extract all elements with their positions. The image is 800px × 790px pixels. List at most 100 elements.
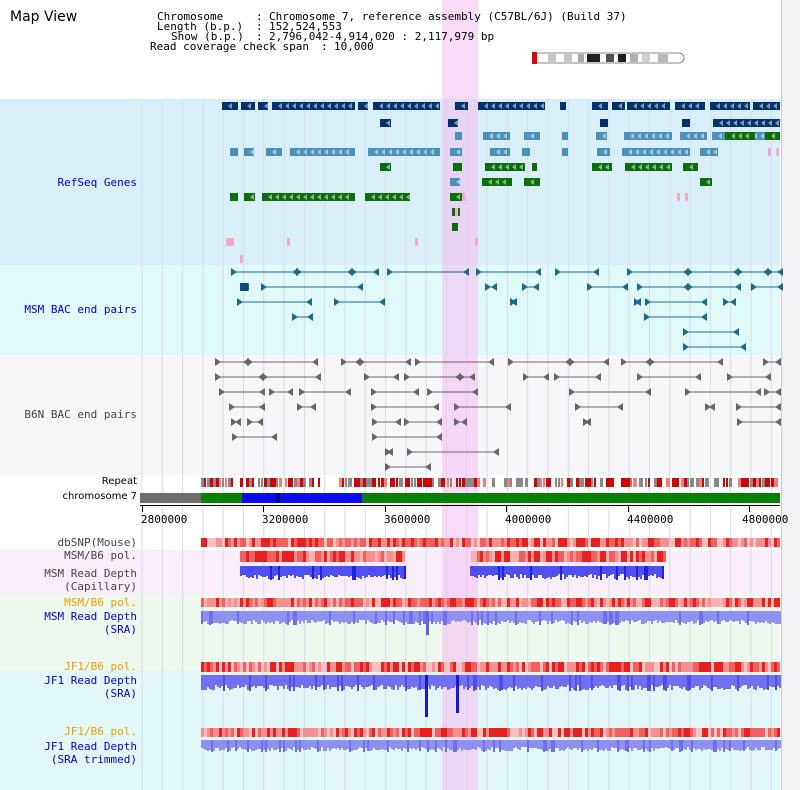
depth-bar: [443, 675, 445, 687]
gene-arrow: [681, 103, 685, 109]
heat-cell: [630, 598, 633, 607]
depth-bar: [250, 566, 252, 577]
depth-bar: [747, 675, 749, 689]
jf1-pol-trim-label[interactable]: JF1/B6 pol.: [64, 725, 137, 738]
heat-cell: [291, 551, 294, 562]
msm-depth-cap-label1[interactable]: MSM Read Depth: [44, 567, 137, 580]
msm-depth-sra-label1[interactable]: MSM Read Depth: [44, 610, 137, 623]
depth-bar: [227, 611, 229, 624]
selection-highlight[interactable]: [442, 0, 478, 790]
depth-bar: [291, 675, 293, 687]
heat-cell: [696, 662, 699, 672]
jf1-depth-trim-label1[interactable]: JF1 Read Depth: [44, 740, 137, 753]
msm-depth-sra-label2[interactable]: (SRA): [103, 623, 137, 636]
heat-cell: [402, 538, 405, 547]
depth-bar: [254, 566, 256, 575]
heat-cell: [429, 662, 432, 672]
heat-cell: [651, 551, 654, 562]
heat-cell: [231, 538, 234, 547]
depth-bar: [366, 566, 368, 577]
depth-bar: [753, 611, 755, 622]
depth-bar: [514, 566, 516, 574]
heat-cell: [360, 728, 363, 737]
depth-bar: [693, 675, 695, 688]
depth-bar: [719, 611, 721, 624]
depth-bar: [757, 740, 759, 750]
depth-bar: [547, 611, 549, 624]
depth-bar: [521, 740, 523, 747]
msm-depth-cap-label2[interactable]: (Capillary): [64, 580, 137, 593]
heat-cell: [639, 598, 642, 607]
depth-bar: [391, 611, 393, 622]
depth-bar: [253, 611, 255, 620]
right-scroll-gutter[interactable]: [781, 0, 800, 790]
heat-cell: [219, 598, 222, 607]
depth-bar: [727, 740, 729, 750]
repeat-element: [762, 478, 765, 487]
depth-bar: [313, 675, 315, 686]
gene-arrow: [428, 103, 432, 109]
refseq-genes-label[interactable]: RefSeq Genes: [57, 176, 137, 189]
heat-cell: [576, 662, 579, 672]
bac-end: [436, 418, 442, 426]
depth-bar: [291, 611, 293, 620]
gene-fragment: [768, 148, 771, 156]
heat-cell: [777, 728, 780, 737]
depth-bar: [293, 675, 295, 691]
msm-pol-cap-label[interactable]: MSM/B6 pol.: [64, 549, 137, 562]
heat-cell: [675, 538, 678, 547]
heat-cell: [282, 551, 285, 562]
repeat-element: [423, 478, 426, 487]
jf1-depth-sra-label2[interactable]: (SRA): [103, 687, 137, 700]
repeat-element: [294, 478, 298, 487]
depth-bar: [513, 611, 515, 623]
depth-bar: [385, 740, 387, 750]
chromosome-ideogram[interactable]: [530, 51, 690, 65]
heat-cell: [276, 598, 279, 607]
msm-bac-label[interactable]: MSM BAC end pairs: [24, 303, 137, 316]
heat-cell: [240, 662, 243, 672]
depth-bar: [703, 675, 705, 685]
chromosome-bar[interactable]: [140, 492, 780, 504]
heat-cell: [342, 551, 345, 562]
depth-bar: [605, 675, 607, 688]
depth-bar: [661, 675, 663, 685]
jf1-depth-trim-label2[interactable]: (SRA trimmed): [50, 753, 137, 766]
heat-cell: [459, 598, 462, 607]
heat-cell: [327, 551, 330, 562]
depth-bar: [357, 740, 359, 749]
heat-cell: [705, 598, 708, 607]
depth-bar: [735, 675, 737, 689]
dbsnp-label[interactable]: dbSNP(Mouse): [57, 536, 137, 549]
depth-bar: [441, 611, 443, 621]
depth-bar: [699, 611, 701, 625]
repeat-element: [705, 478, 709, 487]
heat-cell: [777, 538, 780, 547]
gene-arrow: [491, 164, 495, 170]
heat-cell: [465, 598, 468, 607]
depth-bar: [575, 675, 577, 691]
heat-cell: [690, 538, 693, 547]
heat-cell: [582, 538, 585, 547]
depth-bar: [525, 740, 527, 747]
depth-bar: [573, 740, 575, 748]
heat-cell: [288, 538, 291, 547]
repeat-element: [702, 478, 704, 487]
depth-bar: [372, 566, 374, 577]
heat-cell: [744, 728, 747, 737]
heat-cell: [222, 538, 225, 547]
depth-bar: [437, 740, 439, 748]
jf1-depth-sra-label1[interactable]: JF1 Read Depth: [44, 674, 137, 687]
heat-cell: [222, 728, 225, 737]
depth-bar: [213, 675, 215, 690]
msm-pol-sra-label[interactable]: MSM/B6 pol.: [64, 596, 137, 609]
bac-end: [644, 313, 650, 321]
depth-bar: [365, 611, 367, 624]
b6n-bac-label[interactable]: B6N BAC end pairs: [24, 408, 137, 421]
heat-cell: [207, 598, 210, 607]
heat-cell: [666, 538, 669, 547]
heat-cell: [558, 728, 561, 737]
jf1-pol-sra-label[interactable]: JF1/B6 pol.: [64, 660, 137, 673]
depth-bar: [621, 740, 623, 749]
